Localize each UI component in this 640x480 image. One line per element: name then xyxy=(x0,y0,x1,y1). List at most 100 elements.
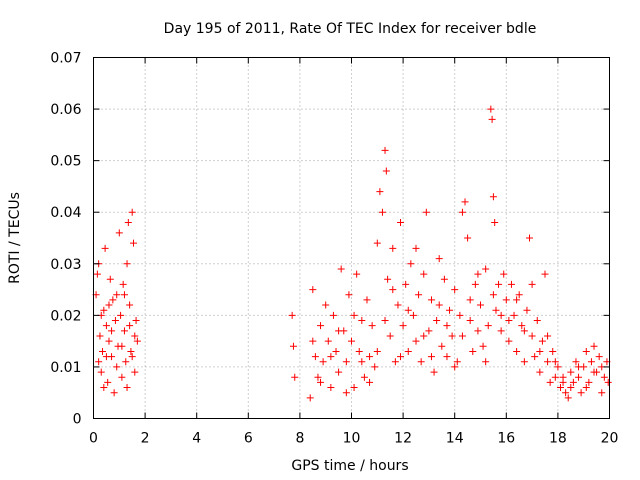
data-point xyxy=(97,368,105,376)
data-point xyxy=(99,347,107,355)
x-tick-labels: 0 2 4 6 8 10 12 14 16 18 20 xyxy=(89,431,618,447)
data-point xyxy=(515,291,523,299)
data-point xyxy=(523,306,531,314)
data-point xyxy=(427,353,435,361)
data-point xyxy=(108,327,116,335)
data-point xyxy=(404,306,412,314)
data-point xyxy=(577,389,585,397)
data-point xyxy=(458,208,466,216)
data-point xyxy=(111,317,119,325)
data-point xyxy=(562,389,570,397)
x-tick-label: 10 xyxy=(343,431,361,447)
data-point xyxy=(404,347,412,355)
y-tick-label: 0.06 xyxy=(50,102,81,118)
y-tick-label: 0.01 xyxy=(50,360,81,376)
data-point xyxy=(371,363,379,371)
data-point xyxy=(518,322,526,330)
data-point xyxy=(412,337,420,345)
data-point xyxy=(95,358,103,366)
data-point xyxy=(355,347,363,355)
data-point xyxy=(572,358,580,366)
data-point xyxy=(389,244,397,252)
data-point xyxy=(131,332,139,340)
data-point xyxy=(495,280,503,288)
data-point xyxy=(322,301,330,309)
data-point xyxy=(435,255,443,263)
data-point xyxy=(342,358,350,366)
data-point xyxy=(132,317,140,325)
data-point xyxy=(564,394,572,402)
data-point xyxy=(113,363,121,371)
data-point xyxy=(363,296,371,304)
data-point xyxy=(381,317,389,325)
data-point xyxy=(417,358,425,366)
data-point xyxy=(497,327,505,335)
x-tick-label: 2 xyxy=(141,431,150,447)
data-point xyxy=(484,322,492,330)
data-point xyxy=(100,384,108,392)
data-point xyxy=(531,353,539,361)
data-point xyxy=(466,296,474,304)
data-point xyxy=(464,234,472,242)
data-point xyxy=(288,311,296,319)
x-tick-label: 0 xyxy=(89,431,98,447)
data-point xyxy=(391,358,399,366)
y-axis-label: ROTI / TECUs xyxy=(7,192,23,284)
data-point xyxy=(526,234,534,242)
data-point xyxy=(382,167,390,175)
data-point xyxy=(358,317,366,325)
data-point xyxy=(342,389,350,397)
axis-ticks xyxy=(93,57,610,419)
data-point xyxy=(373,239,381,247)
data-point xyxy=(554,363,562,371)
x-tick-label: 4 xyxy=(192,431,201,447)
data-point xyxy=(348,337,355,345)
data-point xyxy=(409,311,417,319)
x-tick-label: 16 xyxy=(497,431,515,447)
data-point xyxy=(337,265,345,273)
x-tick-label: 14 xyxy=(446,431,464,447)
chart-title: Day 195 of 2011, Rate Of TEC Index for r… xyxy=(164,21,537,37)
data-point xyxy=(582,347,590,355)
data-point xyxy=(528,280,536,288)
data-point xyxy=(129,239,137,247)
data-point xyxy=(422,208,430,216)
data-point xyxy=(327,353,335,361)
data-point xyxy=(397,353,405,361)
data-point xyxy=(319,358,327,366)
data-point xyxy=(492,306,500,314)
data-point xyxy=(551,373,559,381)
data-point xyxy=(397,219,405,227)
data-point xyxy=(335,327,343,335)
data-point xyxy=(536,368,544,376)
data-point xyxy=(461,198,469,206)
data-point xyxy=(115,229,123,237)
data-point xyxy=(335,368,343,376)
data-point xyxy=(489,291,497,299)
y-tick-label: 0.02 xyxy=(50,308,81,324)
data-point xyxy=(435,301,443,309)
data-point xyxy=(350,384,358,392)
data-point xyxy=(109,296,117,304)
data-point xyxy=(482,265,490,273)
data-point xyxy=(500,270,508,278)
data-point xyxy=(93,270,101,278)
data-point xyxy=(427,296,435,304)
data-point xyxy=(507,280,515,288)
data-point xyxy=(128,353,136,361)
data-point xyxy=(440,275,448,283)
data-point xyxy=(575,373,583,381)
x-tick-label: 18 xyxy=(549,431,567,447)
data-point xyxy=(117,311,125,319)
data-point xyxy=(358,358,366,366)
data-point xyxy=(520,358,528,366)
data-point xyxy=(546,378,554,386)
data-point xyxy=(329,311,337,319)
data-point xyxy=(513,347,521,355)
data-point xyxy=(415,291,423,299)
data-point xyxy=(420,270,428,278)
data-point xyxy=(569,378,577,386)
x-tick-label: 12 xyxy=(394,431,412,447)
data-point xyxy=(536,347,544,355)
data-point xyxy=(96,332,104,340)
